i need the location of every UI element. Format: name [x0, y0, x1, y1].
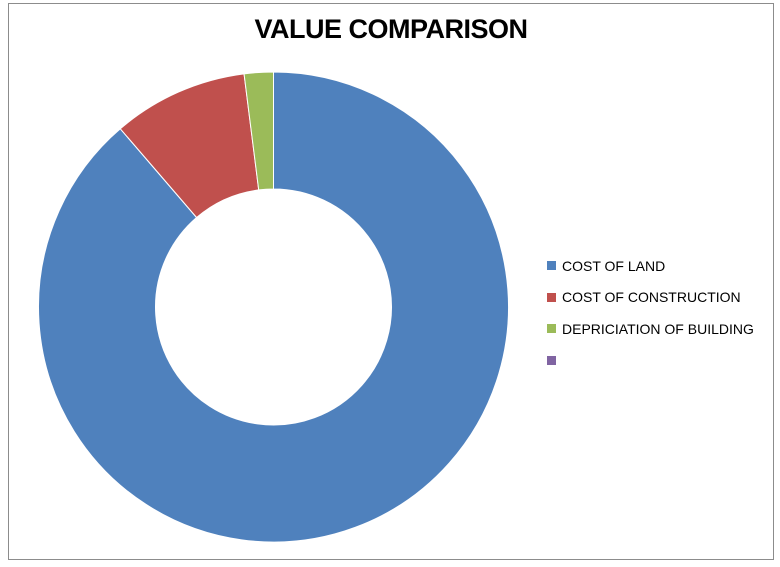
slice-cost-of-land	[38, 71, 509, 543]
legend-item-cost-of-land: COST OF LAND	[547, 250, 754, 282]
legend-item-unlabeled	[547, 345, 754, 377]
chart-title: VALUE COMPARISON	[254, 14, 528, 44]
legend-swatch	[547, 324, 556, 334]
legend-swatch	[547, 292, 556, 302]
legend-item-cost-of-construction: COST OF CONSTRUCTION	[547, 282, 754, 314]
donut-slices	[38, 71, 509, 543]
legend-label: DEPRICIATION OF BUILDING	[562, 320, 754, 337]
slice-depriciation-of-building	[243, 71, 274, 191]
legend-label: COST OF CONSTRUCTION	[562, 289, 741, 306]
chart-legend: COST OF LAND COST OF CONSTRUCTION DEPRIC…	[547, 250, 754, 376]
legend-swatch	[547, 355, 556, 365]
legend-label: COST OF LAND	[562, 257, 666, 274]
legend-item-depriciation-of-building: DEPRICIATION OF BUILDING	[547, 313, 754, 345]
legend-swatch	[547, 261, 556, 271]
